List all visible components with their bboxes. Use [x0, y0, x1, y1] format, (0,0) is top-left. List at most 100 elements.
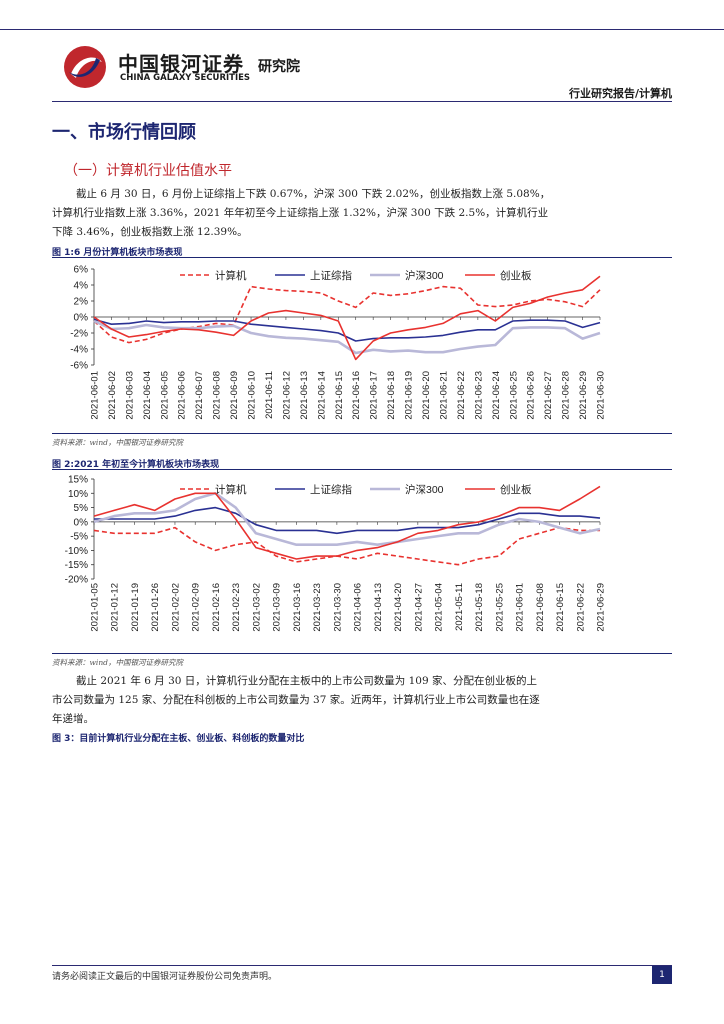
header-top-rule [0, 29, 724, 30]
x-tick-label: 2021-06-14 [316, 371, 327, 420]
y-tick-label: -15% [65, 560, 88, 571]
series-line-沪深300 [93, 319, 601, 355]
x-tick-label: 2021-06-26 [526, 371, 537, 420]
legend-label: 沪深300 [405, 483, 444, 496]
y-tick-label: 6% [74, 265, 89, 276]
x-tick-label: 2021-06-10 [247, 371, 258, 420]
logo-english-name: CHINA GALAXY SECURITIES [120, 73, 251, 83]
footer-rule [52, 965, 672, 966]
x-tick-label: 2021-06-16 [351, 371, 362, 420]
chart-june-performance: 6% 4% 2% 0% -2% -4% -6%2021-06-01 2021-06-02 202… [70, 265, 607, 420]
x-tick-label: 2021-05-11 [454, 583, 465, 631]
report-type: 行业研究报告/计算机 [568, 87, 672, 100]
series-line-计算机 [93, 526, 600, 566]
x-tick-label: 2021-02-02 [170, 583, 181, 632]
y-tick-label: -20% [65, 575, 88, 586]
figure-2-bottom-rule [52, 653, 672, 654]
x-tick-label: 2021-06-21 [438, 371, 449, 420]
figure-2-rule [52, 469, 672, 470]
x-tick-label: 2021-06-08 [212, 371, 223, 420]
x-tick-label: 2021-06-20 [421, 371, 432, 420]
section-heading: 一、市场行情回顾 [52, 122, 196, 143]
x-tick-label: 2021-06-30 [596, 371, 607, 420]
legend-label: 沪深300 [405, 269, 444, 282]
figure-3-title: 图 3：目前计算机行业分配在主板、创业板、科创板的数量对比 [52, 734, 305, 744]
x-tick-label: 2021-03-09 [272, 583, 283, 632]
x-tick-label: 2021-03-02 [251, 583, 262, 632]
x-tick-label: 2021-02-23 [231, 583, 242, 632]
x-tick-label: 2021-06-29 [596, 583, 607, 632]
y-tick-label: 4% [74, 281, 89, 292]
figure-1-title: 图 1:6 月份计算机板块市场表现 [52, 248, 183, 258]
x-tick-label: 2021-03-23 [312, 583, 323, 632]
x-tick-label: 2021-02-09 [191, 583, 202, 632]
x-tick-label: 2021-05-25 [494, 583, 505, 632]
x-tick-label: 2021-06-06 [177, 371, 188, 420]
series-line-上证综指 [94, 506, 601, 535]
x-tick-label: 2021-04-27 [413, 583, 424, 632]
x-tick-label: 2021-06-02 [107, 371, 118, 420]
header-bottom-rule [52, 101, 672, 102]
x-tick-label: 2021-06-15 [334, 371, 345, 420]
series-line-上证综指 [93, 318, 601, 342]
x-tick-label: 2021-06-27 [543, 371, 554, 420]
y-tick-label: -2% [70, 329, 88, 340]
institute-name: 研究院 [258, 59, 300, 75]
x-tick-label: 2021-06-28 [561, 371, 572, 420]
figure-2-source: 资料来源：wind，中国银河证券研究院 [52, 658, 183, 667]
figure-1-rule [52, 257, 672, 258]
galaxy-logo-icon [64, 46, 106, 88]
x-tick-label: 2021-05-04 [434, 583, 445, 632]
y-tick-label: 10% [68, 489, 88, 500]
x-tick-label: 2021-01-19 [130, 583, 141, 632]
x-tick-label: 2021-06-22 [575, 583, 586, 632]
x-tick-label: 2021-06-04 [142, 371, 153, 420]
y-tick-label: -10% [65, 546, 88, 557]
x-tick-label: 2021-06-15 [555, 583, 566, 632]
x-tick-label: 2021-06-18 [386, 371, 397, 420]
legend-label: 计算机 [215, 483, 247, 496]
y-tick-label: -4% [70, 345, 88, 356]
x-tick-label: 2021-01-26 [150, 583, 161, 632]
x-tick-label: 2021-06-01 [90, 371, 101, 420]
series-line-沪深300 [93, 491, 601, 546]
y-tick-label: 2% [74, 297, 89, 308]
figure-1-bottom-rule [52, 433, 672, 434]
x-tick-label: 2021-04-06 [353, 583, 364, 632]
x-tick-label: 2021-06-12 [281, 371, 292, 420]
x-tick-label: 2021-03-30 [332, 583, 343, 632]
paragraph-market-review: 截止 6 月 30 日，6 月份上证综指上下跌 0.67%，沪深 300 下跌 … [52, 188, 551, 238]
x-tick-label: 2021-06-01 [515, 583, 526, 632]
series-line-创业板 [93, 275, 601, 361]
x-tick-label: 2021-06-03 [124, 371, 135, 420]
series-line-创业板 [93, 485, 601, 560]
x-tick-label: 2021-04-13 [373, 583, 384, 632]
logo-chinese-name: 中国银河证券 [118, 52, 244, 76]
y-tick-label: 0% [74, 313, 89, 324]
y-tick-label: 5% [74, 503, 89, 514]
x-tick-label: 2021-02-16 [211, 583, 222, 632]
legend-label: 创业板 [500, 269, 532, 282]
figure-2-title: 图 2:2021 年初至今计算机板块市场表现 [52, 460, 220, 470]
footer-disclaimer: 请务必阅读正文最后的中国银河证券股份公司免责声明。 [52, 972, 278, 982]
legend-label: 上证综指 [310, 483, 352, 496]
page-number: 1 [652, 966, 672, 984]
legend-label: 上证综指 [310, 269, 352, 282]
x-tick-label: 2021-06-05 [159, 371, 170, 420]
paragraph-listed-companies: 截止 2021 年 6 月 30 日，计算机行业分配在主板中的上市公司数量为 1… [52, 675, 540, 725]
x-tick-label: 2021-04-20 [393, 583, 404, 632]
y-tick-label: -5% [70, 532, 88, 543]
x-tick-label: 2021-06-25 [508, 371, 519, 420]
figure-1-source: 资料来源：wind，中国银河证券研究院 [52, 438, 183, 447]
chart-ytd-performance: 15% 10% 5% 0% -5% -10% -15% -20%2021-01-05 2021-… [65, 475, 607, 632]
x-tick-label: 2021-06-08 [535, 583, 546, 632]
y-tick-label: -6% [70, 361, 88, 372]
x-tick-label: 2021-01-12 [110, 583, 121, 632]
legend-label: 创业板 [500, 483, 532, 496]
y-tick-label: 15% [68, 475, 88, 486]
x-tick-label: 2021-06-09 [229, 371, 240, 420]
x-tick-label: 2021-06-17 [369, 371, 380, 420]
x-tick-label: 2021-03-16 [292, 583, 303, 632]
x-tick-label: 2021-05-18 [474, 583, 485, 632]
x-tick-label: 2021-06-29 [578, 371, 589, 420]
